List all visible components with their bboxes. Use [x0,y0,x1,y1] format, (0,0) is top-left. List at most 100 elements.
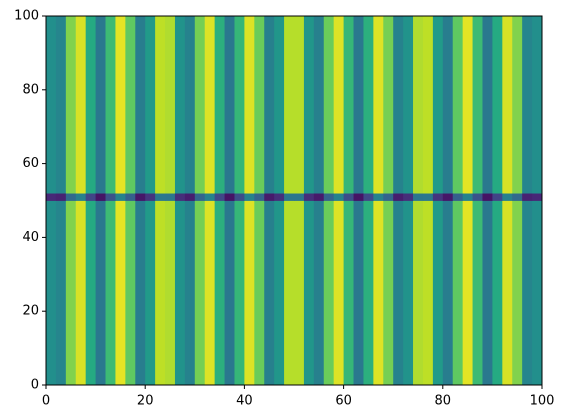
heatmap-cell [442,16,454,194]
heatmap-cell [125,16,136,194]
heatmap-cell [204,200,216,386]
heatmap-cell [115,200,126,386]
heatmap-cell [75,200,87,386]
heatmap-cell [135,200,146,386]
heatmap-cell [204,193,216,201]
x-tick-label: 40 [236,394,253,409]
heatmap-cell [105,193,116,201]
heatmap-cell [333,200,344,386]
heatmap-cell [472,200,483,386]
heatmap-cell [303,193,315,201]
y-tick-label: 80 [22,82,39,97]
heatmap-cell [194,16,206,194]
heatmap-cell [502,200,513,386]
heatmap-cell [65,16,77,194]
x-tick-label: 80 [435,394,452,409]
heatmap-cell [363,16,374,194]
heatmap [46,16,543,386]
heatmap-cell [393,16,404,194]
heatmap-cell [452,193,464,201]
heatmap-cell [274,16,285,194]
heatmap-cell [165,193,176,201]
heatmap-cell [75,16,87,194]
heatmap-cell [145,193,156,201]
heatmap-cell [254,193,265,201]
heatmap-cell [303,200,315,386]
heatmap-cell [165,200,176,386]
heatmap-cell [353,16,364,194]
heatmap-cell [403,200,414,386]
heatmap-cell [333,16,344,194]
heatmap-cell [125,200,136,386]
heatmap-cell [462,193,473,201]
heatmap-cell [422,200,434,386]
heatmap-cell [502,16,513,194]
heatmap-cell [432,193,444,201]
heatmap-cell [234,200,245,386]
heatmap-cell [254,200,265,386]
heatmap-cell [95,193,106,201]
heatmap-cell [214,193,225,201]
heatmap-cell [165,16,176,194]
heatmap-cell [95,200,106,386]
x-tick-label: 60 [335,394,352,409]
heatmap-cell [403,16,414,194]
y-tick-label: 0 [31,378,39,393]
heatmap-cell [452,16,464,194]
heatmap-cell [95,16,106,194]
heatmap-cell [105,16,116,194]
heatmap-cell [522,200,533,386]
heatmap-cell [413,200,424,386]
y-tick-label: 40 [22,230,39,245]
heatmap-cell [492,16,503,194]
heatmap-cell [284,16,295,194]
heatmap-cell [363,193,374,201]
heatmap-cell [532,200,543,386]
heatmap-cell [313,16,325,194]
heatmap-cell [174,200,186,386]
heatmap-cell [145,16,156,194]
heatmap-cell [155,200,166,386]
heatmap-cell [313,193,325,201]
heatmap-cell [204,16,216,194]
heatmap-cell [323,200,335,386]
x-tick-label: 0 [42,394,50,409]
y-tick-label: 100 [14,9,39,24]
heatmap-cell [46,193,57,201]
heatmap-cell [244,193,255,201]
heatmap-cell [313,200,325,386]
heatmap-cell [115,16,126,194]
heatmap-cell [492,200,503,386]
heatmap-cell [422,193,434,201]
heatmap-cell [343,16,354,194]
heatmap-cell [244,16,255,194]
heatmap-cell [472,193,483,201]
heatmap-cell [532,193,543,201]
heatmap-cell [115,193,126,201]
heatmap-cell [462,200,473,386]
heatmap-cell [244,200,255,386]
heatmap-cell [184,200,196,386]
heatmap-cell [85,193,96,201]
heatmap-cell [512,193,523,201]
x-tick-label: 20 [137,394,154,409]
heatmap-cell [264,193,275,201]
heatmap-cell [452,200,464,386]
heatmap-cell [413,193,424,201]
heatmap-cell [65,193,77,201]
heatmap-cell [254,16,265,194]
heatmap-cell [492,193,503,201]
heatmap-cell [224,16,235,194]
heatmap-cell [472,16,483,194]
heatmap-cell [373,200,384,386]
heatmap-cell [482,16,493,194]
heatmap-cell [194,193,206,201]
heatmap-cell [373,193,384,201]
heatmap-cell [264,16,275,194]
heatmap-cell [274,200,285,386]
heatmap-cell [214,200,225,386]
heatmap-cell [383,193,394,201]
y-tick-label: 60 [22,156,39,171]
heatmap-cell [155,16,166,194]
